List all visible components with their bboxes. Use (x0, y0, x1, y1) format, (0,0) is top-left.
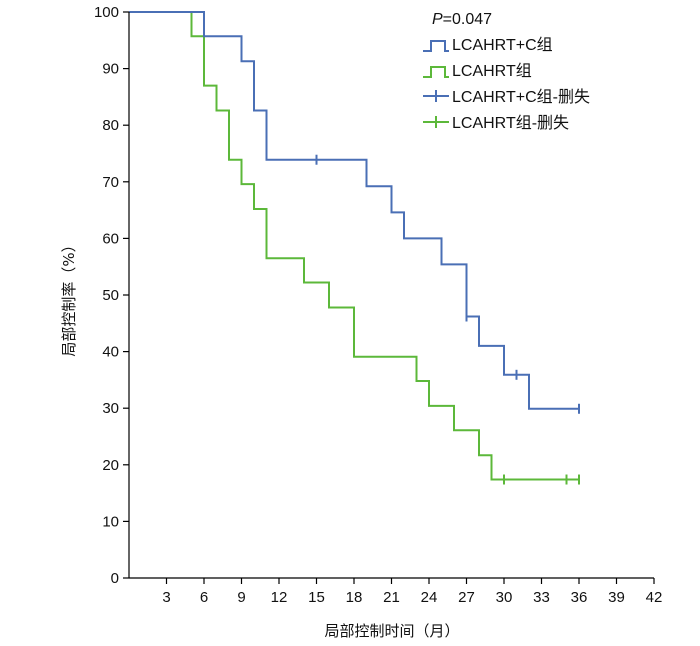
y-tick-label: 90 (102, 61, 119, 78)
x-tick-label: 6 (200, 589, 208, 606)
x-tick-label: 18 (346, 589, 363, 606)
legend-label: LCAHRT+C组 (452, 36, 553, 54)
legend-item-lcahrt-c-censored: LCAHRT+C组-删失 (423, 88, 590, 106)
x-tick-label: 24 (421, 589, 438, 606)
x-tick-label: 33 (533, 589, 550, 606)
legend-label: LCAHRT组-删失 (452, 114, 569, 132)
legend-item-lcahrt-c: LCAHRT+C组 (423, 36, 553, 54)
x-tick-label: 30 (496, 589, 513, 606)
x-tick-label: 27 (458, 589, 475, 606)
y-tick-label: 60 (102, 230, 119, 247)
legend-label: LCAHRT+C组-删失 (452, 88, 590, 106)
y-tick-label: 50 (102, 287, 119, 304)
x-tick-label: 9 (237, 589, 245, 606)
y-tick-label: 100 (94, 4, 119, 21)
legend-swatch (423, 66, 449, 78)
y-tick-label: 80 (102, 117, 119, 134)
x-tick-label: 15 (308, 589, 325, 606)
y-tick-label: 0 (111, 570, 119, 587)
x-tick-label: 39 (608, 589, 625, 606)
x-tick-label: 12 (271, 589, 288, 606)
plot-area (129, 11, 580, 485)
legend-item-lcahrt-censored: LCAHRT组-删失 (423, 114, 569, 132)
legend-item-lcahrt: LCAHRT组 (423, 62, 532, 80)
legend-label: LCAHRT组 (452, 62, 532, 80)
legend-swatch (423, 40, 449, 52)
legend: LCAHRT+C组 LCAHRT组 LCAHRT+C组-删失 LCAHRT组-删失 (423, 36, 590, 132)
x-tick-label: 36 (571, 589, 588, 606)
p-value-symbol: P (432, 11, 443, 28)
y-tick-label: 40 (102, 344, 119, 361)
x-tick-label: 3 (162, 589, 170, 606)
x-tick-label: 42 (646, 589, 663, 606)
series-line-lcahrt-c (129, 11, 579, 410)
y-tick-label: 70 (102, 174, 119, 191)
series-line-lcahrt (129, 11, 579, 481)
y-tick-label: 20 (102, 457, 119, 474)
y-tick-label: 30 (102, 400, 119, 417)
p-value-text: =0.047 (443, 11, 492, 28)
x-tick-label: 21 (383, 589, 400, 606)
p-value-annotation: P=0.047 (432, 11, 492, 28)
y-tick-label: 10 (102, 513, 119, 530)
x-axis-title: 局部控制时间（月） (324, 622, 459, 640)
y-axis-title: 局部控制率（%） (60, 237, 78, 356)
